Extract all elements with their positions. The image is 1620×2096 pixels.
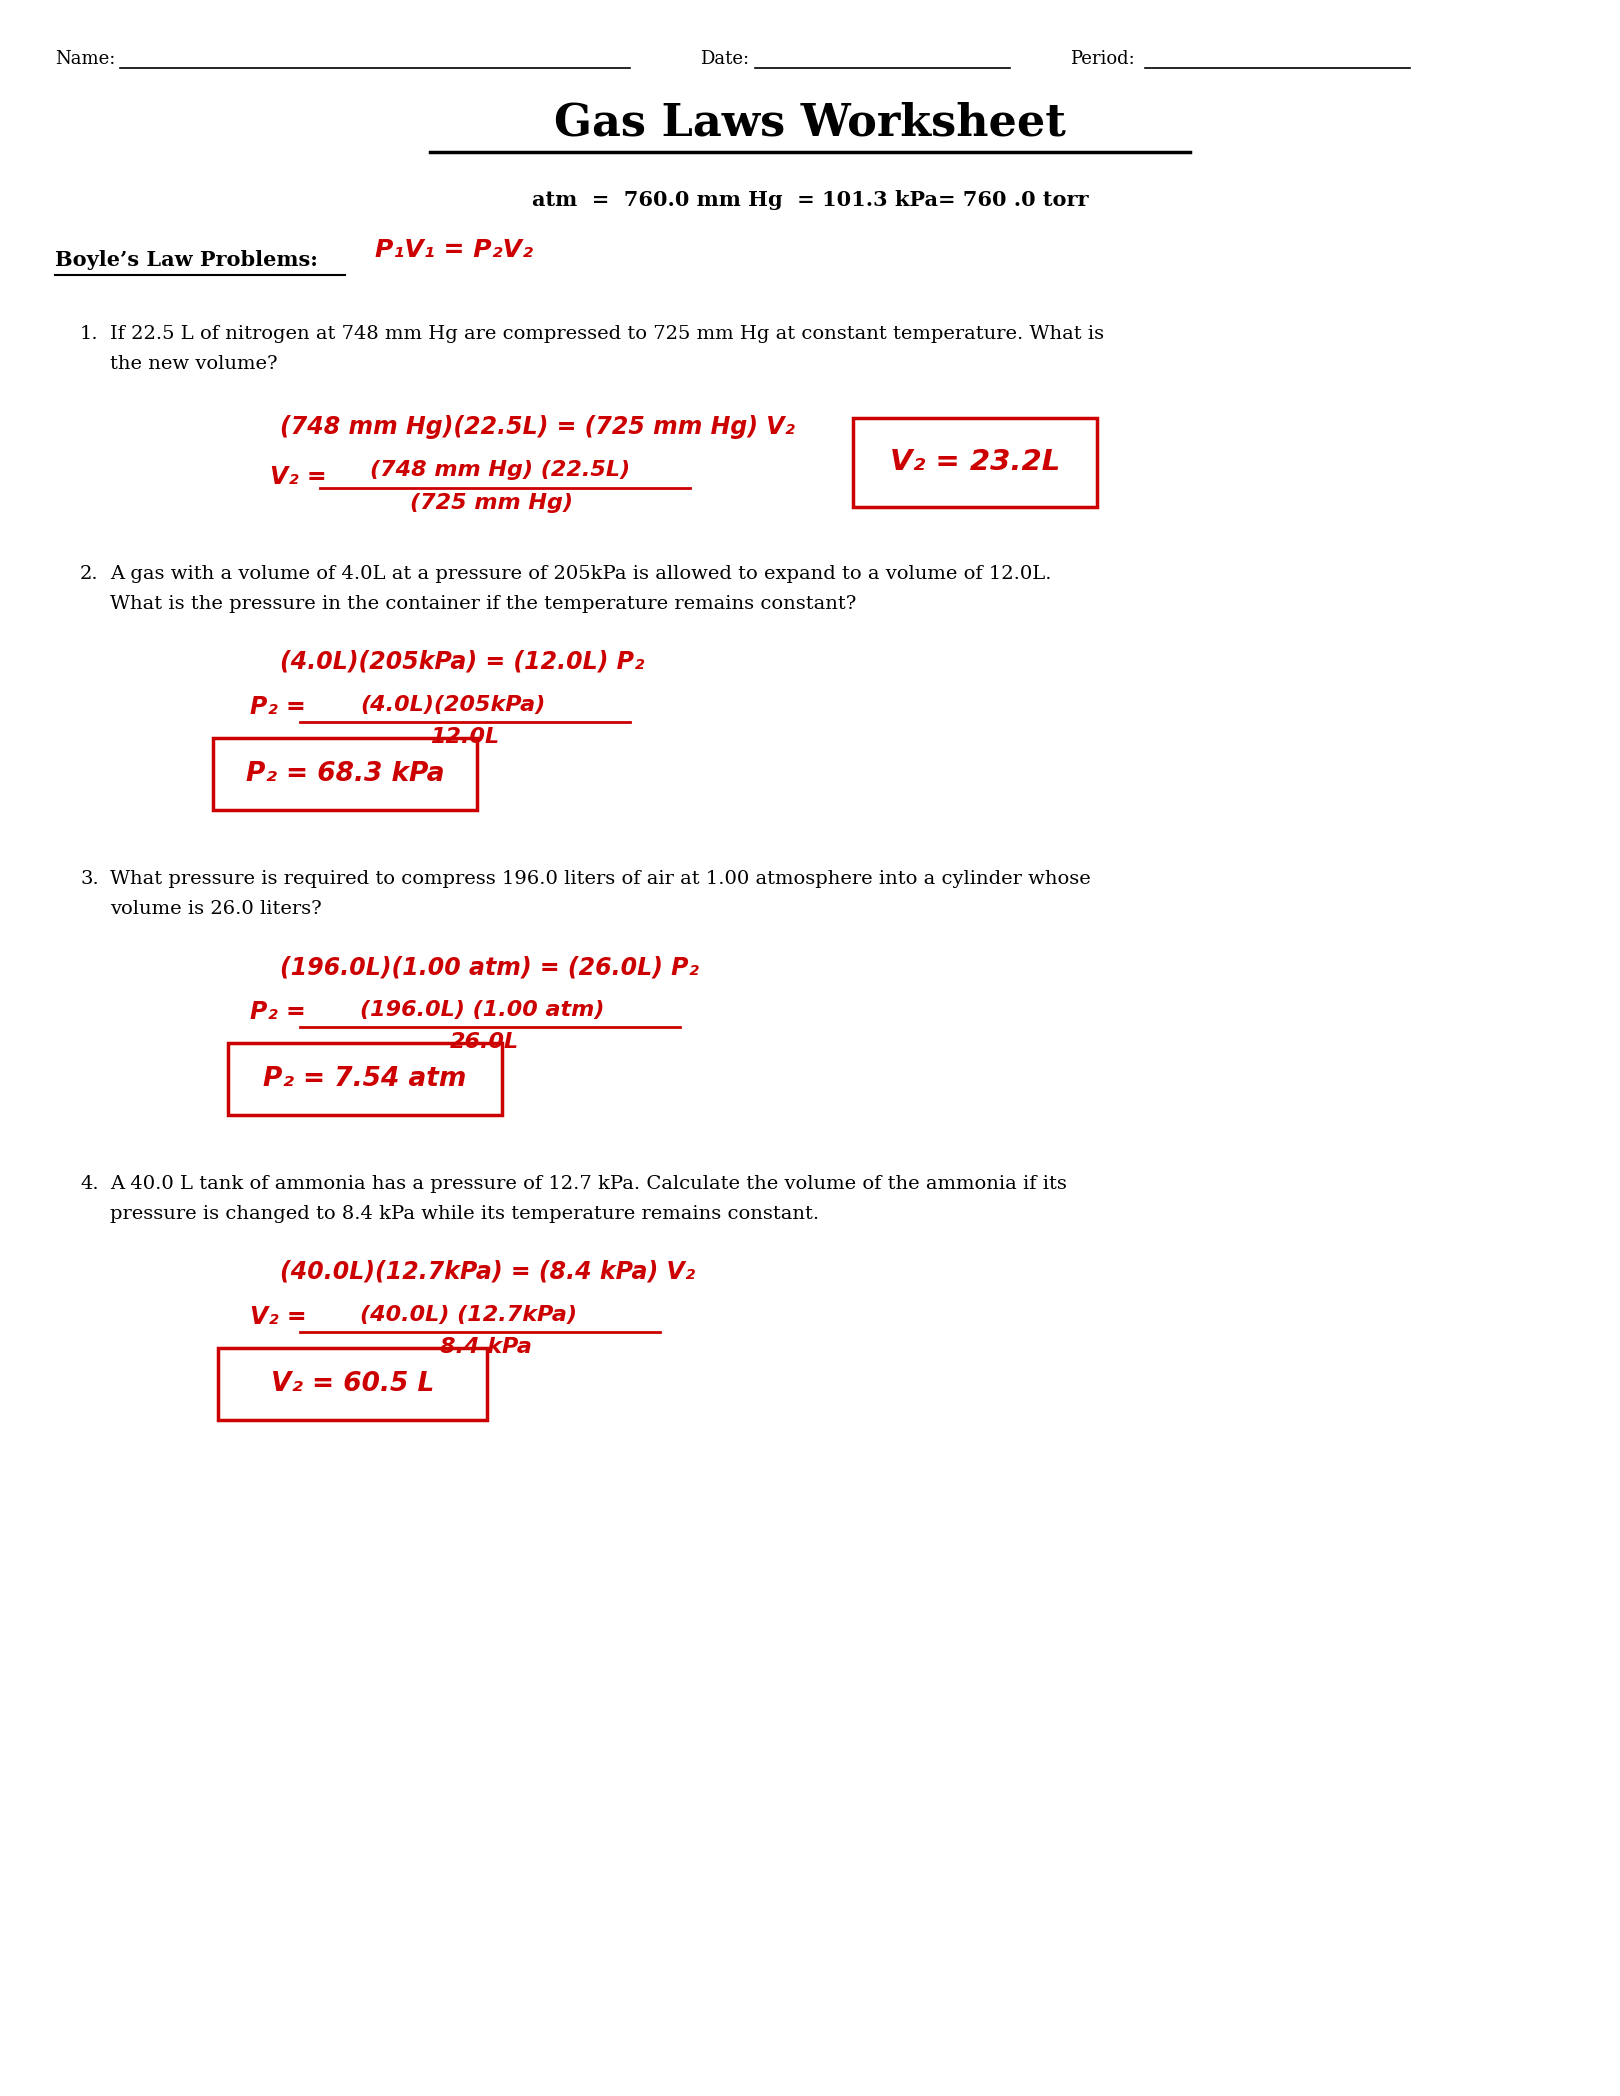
Text: (196.0L)(1.00 atm) = (26.0L) P₂: (196.0L)(1.00 atm) = (26.0L) P₂: [280, 956, 698, 979]
Text: Boyle’s Law Problems:: Boyle’s Law Problems:: [55, 249, 318, 270]
Text: (4.0L)(205kPa): (4.0L)(205kPa): [360, 696, 546, 715]
Text: 8.4 kPa: 8.4 kPa: [441, 1337, 531, 1356]
Text: P₂ = 7.54 atm: P₂ = 7.54 atm: [264, 1067, 467, 1092]
Text: (725 mm Hg): (725 mm Hg): [410, 493, 573, 514]
Text: atm  =  760.0 mm Hg  = 101.3 kPa= 760 .0 torr: atm = 760.0 mm Hg = 101.3 kPa= 760 .0 to…: [531, 191, 1089, 210]
Text: What pressure is required to compress 196.0 liters of air at 1.00 atmosphere int: What pressure is required to compress 19…: [110, 870, 1090, 889]
Text: (196.0L) (1.00 atm): (196.0L) (1.00 atm): [360, 1000, 604, 1021]
Text: Date:: Date:: [700, 50, 748, 67]
FancyBboxPatch shape: [854, 417, 1097, 507]
Text: Period:: Period:: [1069, 50, 1134, 67]
Text: A 40.0 L tank of ammonia has a pressure of 12.7 kPa. Calculate the volume of the: A 40.0 L tank of ammonia has a pressure …: [110, 1176, 1068, 1193]
FancyBboxPatch shape: [212, 738, 476, 809]
Text: P₂ = 68.3 kPa: P₂ = 68.3 kPa: [246, 761, 444, 786]
Text: P₂ =: P₂ =: [249, 1000, 306, 1025]
FancyBboxPatch shape: [228, 1044, 502, 1115]
Text: Name:: Name:: [55, 50, 115, 67]
Text: 2.: 2.: [79, 566, 99, 583]
Text: the new volume?: the new volume?: [110, 354, 277, 373]
Text: A gas with a volume of 4.0L at a pressure of 205kPa is allowed to expand to a vo: A gas with a volume of 4.0L at a pressur…: [110, 566, 1051, 583]
Text: P₁V₁ = P₂V₂: P₁V₁ = P₂V₂: [374, 239, 533, 262]
Text: P₂ =: P₂ =: [249, 696, 306, 719]
Text: V₂ =: V₂ =: [271, 465, 327, 488]
Text: (748 mm Hg)(22.5L) = (725 mm Hg) V₂: (748 mm Hg)(22.5L) = (725 mm Hg) V₂: [280, 415, 795, 438]
Text: V₂ = 60.5 L: V₂ = 60.5 L: [271, 1371, 434, 1398]
Text: (40.0L)(12.7kPa) = (8.4 kPa) V₂: (40.0L)(12.7kPa) = (8.4 kPa) V₂: [280, 1260, 695, 1285]
Text: (748 mm Hg) (22.5L): (748 mm Hg) (22.5L): [369, 459, 630, 480]
FancyBboxPatch shape: [219, 1348, 488, 1419]
Text: 3.: 3.: [79, 870, 99, 889]
Text: 1.: 1.: [79, 325, 99, 344]
Text: V₂ =: V₂ =: [249, 1306, 306, 1329]
Text: 26.0L: 26.0L: [450, 1031, 518, 1052]
Text: (4.0L)(205kPa) = (12.0L) P₂: (4.0L)(205kPa) = (12.0L) P₂: [280, 650, 645, 675]
Text: 12.0L: 12.0L: [429, 727, 499, 746]
Text: If 22.5 L of nitrogen at 748 mm Hg are compressed to 725 mm Hg at constant tempe: If 22.5 L of nitrogen at 748 mm Hg are c…: [110, 325, 1105, 344]
Text: 4.: 4.: [79, 1176, 99, 1193]
Text: (40.0L) (12.7kPa): (40.0L) (12.7kPa): [360, 1306, 577, 1325]
Text: V₂ = 23.2L: V₂ = 23.2L: [889, 449, 1059, 476]
Text: volume is 26.0 liters?: volume is 26.0 liters?: [110, 899, 322, 918]
Text: What is the pressure in the container if the temperature remains constant?: What is the pressure in the container if…: [110, 595, 857, 612]
Text: pressure is changed to 8.4 kPa while its temperature remains constant.: pressure is changed to 8.4 kPa while its…: [110, 1205, 820, 1222]
Text: Gas Laws Worksheet: Gas Laws Worksheet: [554, 103, 1066, 145]
